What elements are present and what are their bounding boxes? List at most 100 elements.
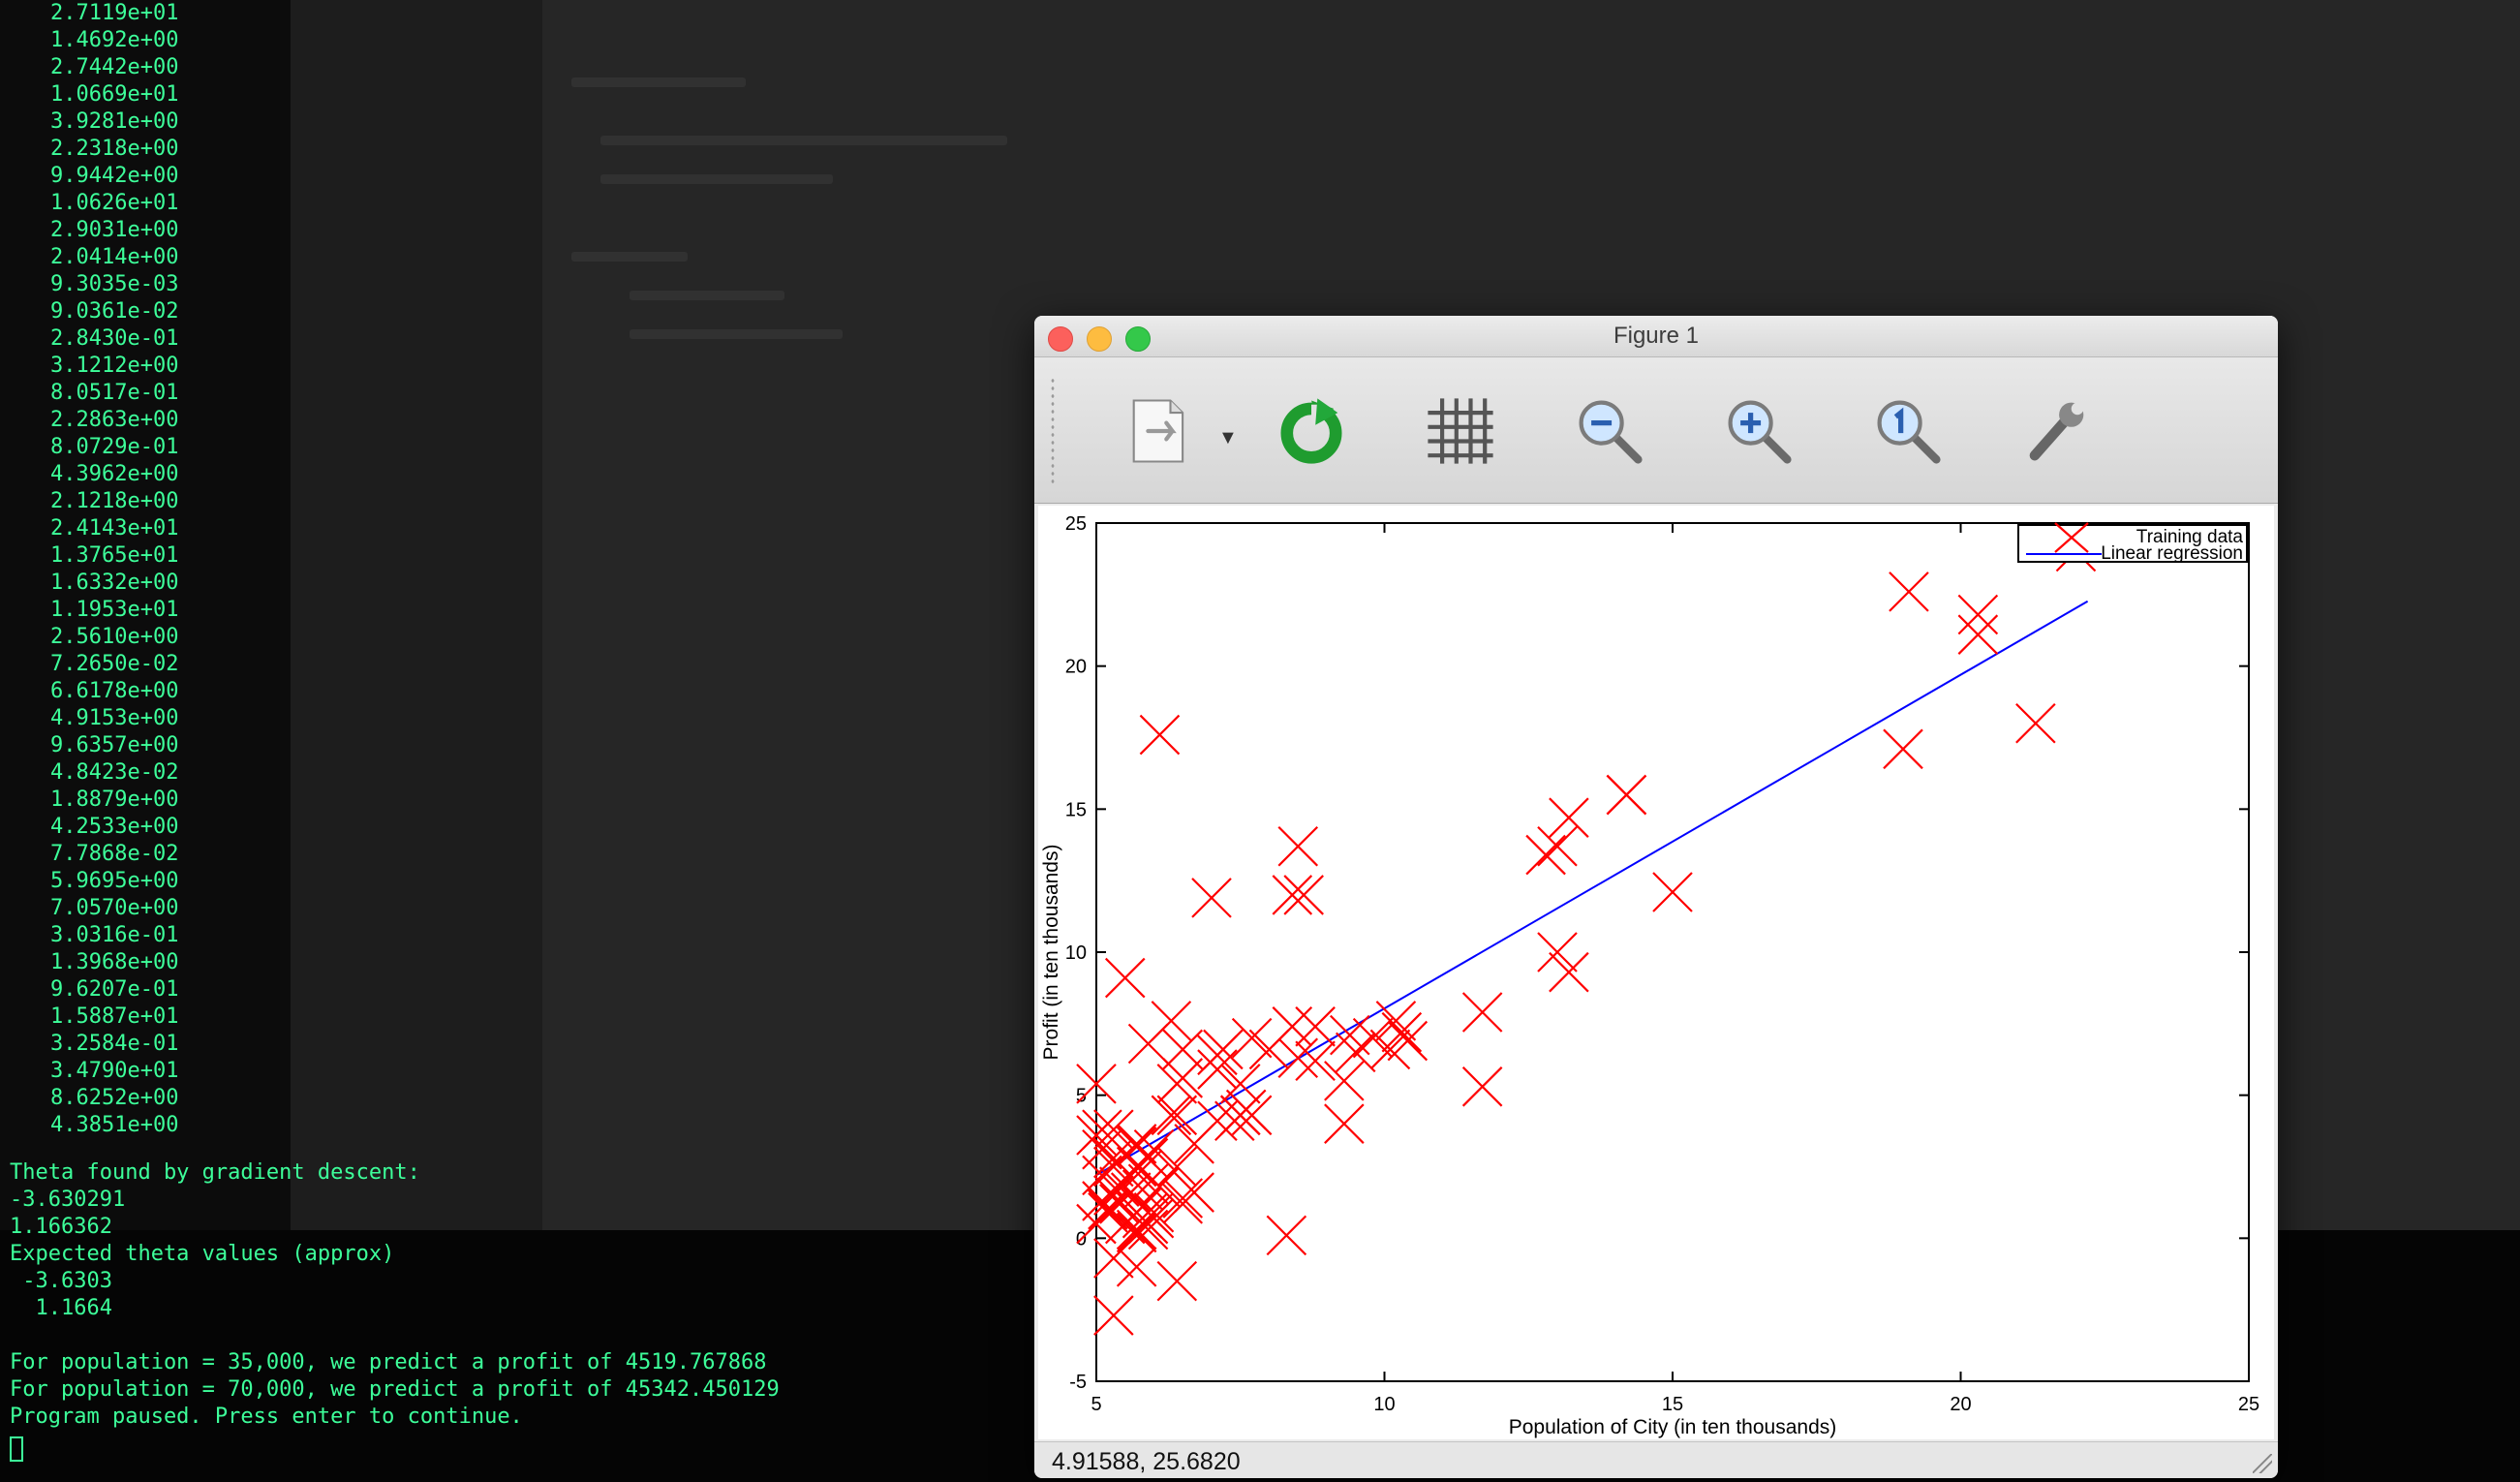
terminal-output-line: 9.3035e-03	[50, 272, 179, 296]
zoom-button[interactable]	[1125, 326, 1151, 352]
terminal-output-line: 1.5887e+01	[50, 1004, 179, 1029]
data-point	[2015, 702, 2056, 744]
terminal-output-line: -3.630291	[10, 1188, 126, 1212]
data-point	[1375, 1001, 1417, 1041]
data-point	[1197, 1049, 1238, 1090]
data-point	[1461, 1066, 1503, 1107]
data-point	[1369, 1029, 1411, 1070]
terminal-output-line: 4.8423e-02	[50, 760, 179, 785]
data-point	[1231, 1017, 1273, 1059]
refresh-button[interactable]	[1263, 385, 1360, 478]
data-point	[1093, 1238, 1134, 1279]
legend-box	[2017, 524, 2248, 563]
zoom-out-icon	[1579, 400, 1643, 464]
data-point	[1537, 932, 1578, 973]
terminal-output-line: 2.0414e+00	[50, 245, 179, 269]
y-tick-label: 5	[1076, 1086, 1087, 1107]
y-tick-label: 20	[1065, 657, 1087, 678]
data-point	[1076, 1064, 1117, 1104]
terminal-output-line: 7.0570e+00	[50, 896, 179, 920]
data-point	[1076, 1115, 1117, 1156]
data-point	[1133, 1129, 1175, 1170]
data-point	[1549, 951, 1589, 993]
data-point	[1277, 1037, 1319, 1079]
x-tick-label: 10	[1373, 1394, 1395, 1415]
data-point	[1104, 957, 1146, 999]
data-point	[1652, 872, 1693, 912]
settings-button[interactable]	[2009, 385, 2105, 478]
toolbar-grip[interactable]	[1050, 377, 1056, 483]
terminal-output-line: 4.9153e+00	[50, 706, 179, 730]
zoom-in-button[interactable]	[1710, 385, 1807, 478]
terminal-output-line: 2.8430e-01	[50, 326, 179, 351]
terminal-output-line: 8.6252e+00	[50, 1086, 179, 1110]
data-point	[1606, 774, 1647, 816]
data-point	[1093, 1146, 1134, 1188]
grid-icon	[1428, 398, 1493, 464]
x-tick-label: 5	[1091, 1394, 1101, 1415]
y-tick-label: 15	[1065, 799, 1087, 820]
terminal-output-line: 8.0729e-01	[50, 435, 179, 459]
data-point	[1283, 875, 1324, 915]
data-point	[1549, 797, 1589, 838]
data-point	[1295, 1040, 1336, 1082]
y-axis-label: Profit (in ten thousands)	[1040, 845, 1062, 1061]
export-icon	[1132, 399, 1184, 463]
terminal-output-line: 1.3968e+00	[50, 950, 179, 974]
zoom-reset-button[interactable]	[1859, 385, 1956, 478]
data-point	[1537, 825, 1578, 867]
figure-window[interactable]: Figure 1 ▼	[1034, 316, 2278, 1478]
terminal-output-line: For population = 70,000, we predict a pr…	[10, 1377, 780, 1402]
data-point	[1082, 1155, 1122, 1196]
grid-button[interactable]	[1412, 385, 1509, 478]
data-point	[1133, 1191, 1175, 1233]
terminal-output-line: 5.9695e+00	[50, 869, 179, 893]
status-bar: 4.91588, 25.6820	[1034, 1441, 2278, 1478]
terminal-output-line: 9.6207e-01	[50, 977, 179, 1002]
zoom-in-icon	[1728, 400, 1792, 464]
data-point	[1352, 1017, 1394, 1059]
window-title: Figure 1	[1613, 323, 1700, 349]
regression-line	[1097, 600, 2089, 1176]
data-point	[1191, 878, 1232, 918]
zoom-reset-icon	[1877, 400, 1941, 464]
terminal-output-line: 1.1664	[10, 1296, 112, 1320]
figure-toolbar: ▼	[1034, 357, 2278, 504]
minimize-button[interactable]	[1087, 326, 1112, 352]
data-point	[1957, 614, 1999, 655]
window-titlebar[interactable]: Figure 1	[1034, 316, 2278, 357]
cursor-coordinates: 4.91588, 25.6820	[1052, 1448, 1241, 1475]
terminal-output-line: Theta found by gradient descent:	[10, 1160, 420, 1185]
terminal-output-line: 3.1212e+00	[50, 354, 179, 378]
terminal[interactable]: 2.7119e+01 1.4692e+00 2.7442e+00 1.0669e+01…	[0, 0, 1065, 1482]
data-point	[1093, 1175, 1134, 1216]
terminal-output-line: For population = 35,000, we predict a pr…	[10, 1350, 767, 1374]
terminal-cursor	[10, 1436, 23, 1462]
export-button[interactable]	[1112, 385, 1209, 478]
close-button[interactable]	[1048, 326, 1073, 352]
data-point	[1335, 1032, 1376, 1073]
export-dropdown[interactable]: ▼	[1218, 427, 1238, 448]
terminal-output-line: -3.6303	[10, 1269, 112, 1293]
data-point	[1156, 1095, 1198, 1136]
data-point	[1324, 1103, 1365, 1144]
data-point	[1162, 1184, 1204, 1224]
x-axis-label: Population of City (in ten thousands)	[1509, 1416, 1837, 1438]
terminal-output-line: 3.0316e-01	[50, 923, 179, 947]
legend-label-regression: Linear regression	[2101, 543, 2243, 564]
data-point	[1156, 1146, 1198, 1188]
terminal-output-line: 9.9442e+00	[50, 164, 179, 188]
zoom-out-button[interactable]	[1561, 385, 1658, 478]
terminal-output-line: 1.3765e+01	[50, 543, 179, 568]
terminal-output-line: 2.9031e+00	[50, 218, 179, 242]
terminal-output-line: 9.0361e-02	[50, 299, 179, 324]
data-point	[1957, 594, 1999, 635]
plot-area[interactable]: 5 10 15 20 25 -5 0 5 10 15 20 25 Population of City …	[1038, 506, 2274, 1439]
data-point	[1162, 1029, 1204, 1070]
terminal-output-line: 2.1218e+00	[50, 489, 179, 513]
resize-handle[interactable]	[2253, 1454, 2272, 1473]
data-point	[1116, 1247, 1157, 1287]
data-point	[1324, 1061, 1365, 1101]
data-point	[1093, 1137, 1134, 1179]
